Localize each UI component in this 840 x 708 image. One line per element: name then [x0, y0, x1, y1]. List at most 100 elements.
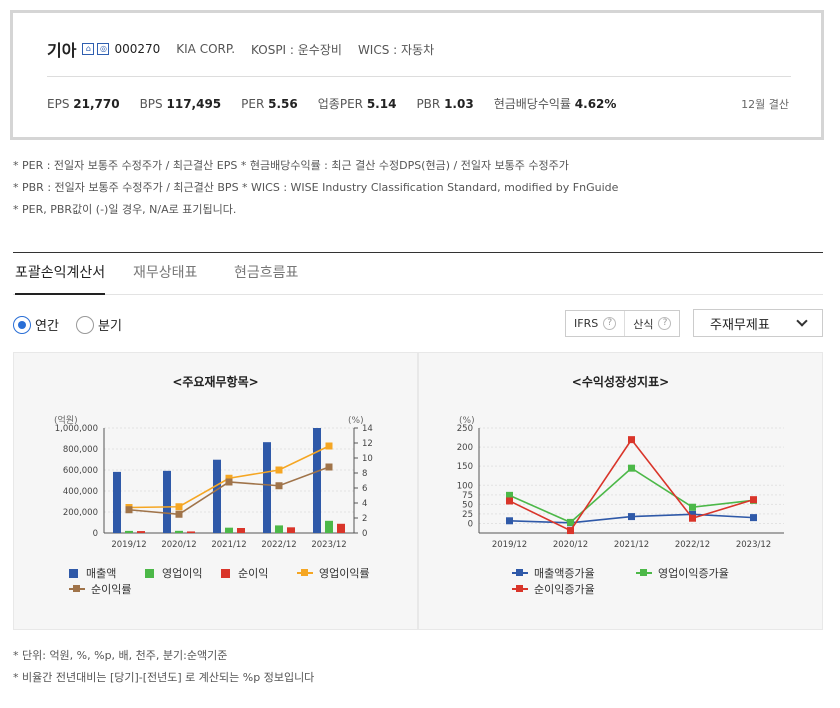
y-tick-label: 75 [462, 491, 473, 501]
help-icon[interactable]: ? [603, 317, 617, 330]
point-revenue-growth [689, 510, 696, 518]
y-tick-label: 1,000,000 [55, 424, 98, 434]
bar-net-profit [237, 528, 245, 533]
x-tick-label: 2019/12 [111, 540, 146, 550]
radio-annual[interactable]: 연간 [13, 315, 59, 334]
statement-type-select[interactable]: 주재무제표 [693, 309, 823, 337]
y2-tick-label: 6 [362, 484, 367, 494]
point-revenue-growth [628, 513, 635, 521]
ifrs-option[interactable]: IFRS ? [566, 311, 624, 336]
point-net-margin [175, 510, 183, 518]
x-tick-label: 2022/12 [675, 540, 710, 550]
y2-tick-label: 2 [362, 514, 367, 524]
y-tick-label: 150 [457, 462, 473, 472]
radio-quarter[interactable]: 분기 [76, 315, 122, 334]
legend-item[interactable]: 영업이익증가율 [636, 565, 729, 581]
chevron-down-icon [796, 315, 808, 327]
radio-annual-circle[interactable] [13, 315, 31, 334]
point-net-profit-growth [506, 497, 513, 505]
legend-item[interactable]: 순이익률 [69, 581, 131, 597]
bar-net-profit [337, 523, 345, 533]
legend-swatch [512, 569, 528, 576]
bar-net-profit [137, 531, 145, 533]
x-tick-label: 2021/12 [211, 540, 246, 550]
radio-quarter-circle[interactable] [76, 315, 94, 334]
legend-swatch [297, 569, 313, 576]
y-axis-label: (%) [459, 416, 475, 426]
bar-revenue [113, 471, 121, 533]
bar-revenue [313, 428, 321, 533]
bar-operating-profit [275, 525, 283, 533]
main-financials-panel: <주요재무항목> (억원) (%) 0 200,000 400,000 600,000 80… [13, 352, 418, 630]
main-financials-chart: (억원) (%) 0 200,000 400,000 600,000 800,000 1,00… [54, 414, 373, 550]
notes: * PER : 전일자 보통주 수정주가 / 최근결산 EPS * 현금배당수익… [13, 155, 618, 221]
tab-cash-flow[interactable]: 현금흐름표 [234, 265, 299, 281]
radio-quarter-label: 분기 [98, 319, 122, 334]
legend-item[interactable]: 매출액 [69, 565, 116, 581]
market-sector: KOSPI : 운수장비 [251, 42, 342, 57]
note-line: * PBR : 전일자 보통주 수정주가 / 최근결산 BPS * WICS :… [13, 181, 619, 194]
point-operating-margin [225, 474, 233, 482]
legend-swatch [145, 568, 154, 578]
y2-tick-label: 0 [362, 529, 367, 539]
x-tick-label: 2021/12 [614, 540, 649, 550]
point-net-profit-growth [628, 436, 635, 444]
y2-tick-label: 8 [362, 469, 367, 479]
point-net-profit-growth [750, 496, 757, 504]
legend-item[interactable]: 매출액증가율 [512, 565, 595, 581]
footnote-line: * 비율간 전년대비는 [당기]-[전년도] 로 계산되는 %p 정보입니다 [13, 671, 315, 684]
chart-legend: 매출액 영업이익 순이익 영업이익률 순이익률 [14, 353, 419, 631]
y2-tick-label: 14 [362, 424, 373, 434]
stat-pbr: PBR 1.03 [416, 96, 474, 111]
point-operating-margin [175, 503, 183, 511]
point-operating-profit-growth [628, 464, 635, 472]
stat-industry-per: 업종PER 5.14 [317, 97, 397, 111]
legend-swatch [512, 585, 528, 592]
point-net-margin [125, 506, 133, 514]
y-axis-label: (억원) [54, 414, 78, 426]
point-operating-profit-growth [506, 491, 513, 499]
legend-item[interactable]: 순이익증가율 [512, 581, 595, 597]
y2-tick-label: 12 [362, 439, 373, 449]
y-tick-label: 0 [468, 519, 473, 529]
footnotes: * 단위: 억원, %, %p, 배, 천주, 분기:순액기준 * 비율간 전년… [13, 645, 314, 689]
stock-code: 000270 [114, 42, 161, 56]
x-tick-label: 2020/12 [161, 540, 196, 550]
chart-title: <주요재무항목> [172, 375, 259, 389]
point-net-margin [275, 482, 283, 490]
valuation-stats: EPS 21,770 BPS 117,495 PER 5.56 업종PER 5.… [47, 95, 636, 112]
bar-net-profit [187, 531, 195, 533]
y-tick-label: 100 [457, 481, 473, 491]
y-tick-label: 50 [462, 500, 473, 510]
bar-operating-profit [225, 527, 233, 533]
ir-icon[interactable]: ◎ [97, 43, 110, 55]
chart-title: <수익성장성지표> [571, 375, 670, 389]
tab-balance-sheet[interactable]: 재무상태표 [133, 265, 198, 281]
bar-operating-profit [325, 520, 333, 533]
point-operating-margin [275, 466, 283, 474]
formula-option[interactable]: 산식 ? [624, 311, 679, 336]
stat-eps: EPS 21,770 [47, 96, 120, 111]
tab-income-statement[interactable]: 포괄손익계산서 [15, 253, 106, 295]
y-tick-label: 400,000 [63, 487, 98, 497]
stat-dividend-yield: 현금배당수익률 4.62% [493, 97, 617, 111]
y-tick-label: 250 [457, 424, 473, 434]
wics-sector: WICS : 자동차 [357, 42, 435, 57]
legend-item[interactable]: 순이익 [221, 565, 268, 581]
bar-operating-profit [125, 530, 133, 533]
y-tick-label: 800,000 [63, 445, 98, 455]
x-tick-label: 2023/12 [311, 540, 346, 550]
point-net-margin [325, 463, 333, 471]
home-icon[interactable]: ⌂ [82, 43, 95, 55]
x-tick-label: 2020/12 [553, 540, 588, 550]
legend-item[interactable]: 영업이익 [145, 565, 202, 581]
y2-tick-label: 4 [362, 499, 367, 509]
legend-item[interactable]: 영업이익률 [297, 565, 370, 581]
y-tick-label: 25 [462, 510, 473, 520]
bar-operating-profit [175, 530, 183, 533]
y2-tick-label: 10 [362, 454, 373, 464]
help-icon[interactable]: ? [658, 317, 672, 330]
legend-swatch [636, 569, 652, 576]
growth-indicators-panel: <수익성장성지표> (%) 0 25 50 75 100 150 200 250 2019/12 2… [418, 352, 823, 630]
